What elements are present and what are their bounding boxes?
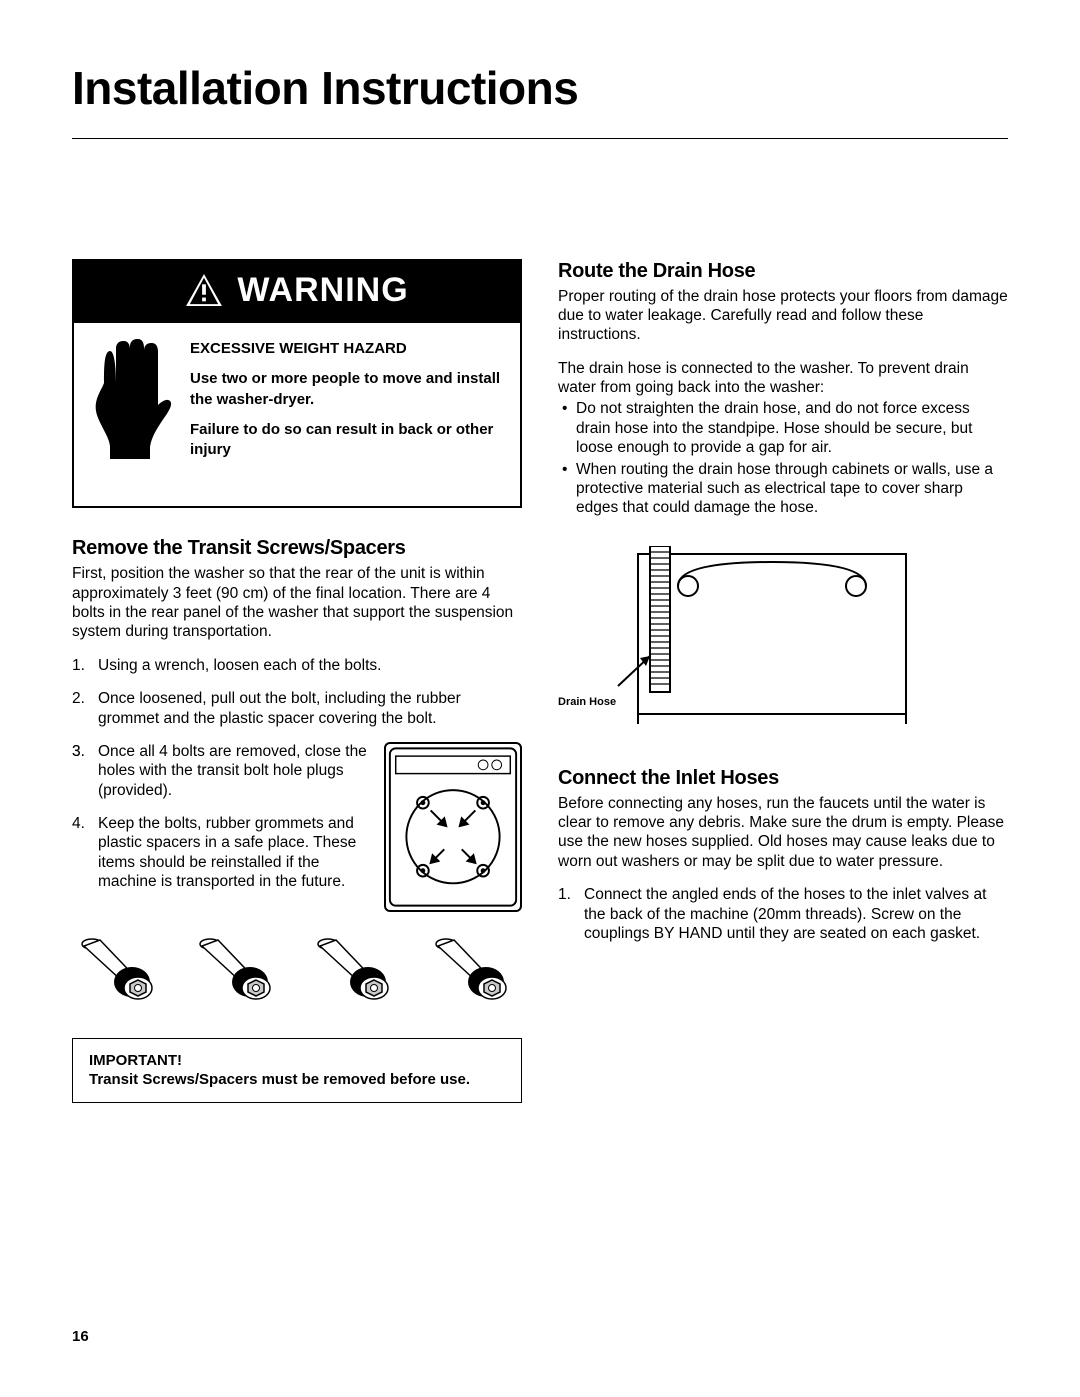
remove-step-1: Using a wrench, loosen each of the bolts…	[72, 656, 522, 675]
transit-bolts-figure	[72, 926, 522, 1016]
content-columns: WARNING EXCESSIVE WEIGHT HAZARD Use two …	[72, 259, 1008, 1103]
important-title: IMPORTANT!	[89, 1051, 505, 1071]
page-number: 16	[72, 1328, 89, 1347]
bolt-icon	[308, 926, 404, 1016]
right-column: Route the Drain Hose Proper routing of t…	[558, 259, 1008, 1103]
warning-text: EXCESSIVE WEIGHT HAZARD Use two or more …	[190, 339, 506, 470]
route-bullets: Do not straighten the drain hose, and do…	[558, 399, 1008, 517]
remove-step-2: Once loosened, pull out the bolt, includ…	[72, 689, 522, 728]
drain-hose-figure: Drain Hose	[558, 546, 1008, 726]
route-bullet-2: When routing the drain hose through cabi…	[558, 460, 1008, 518]
bolt-icon	[426, 926, 522, 1016]
warning-header-text: WARNING	[237, 269, 408, 312]
hand-icon	[88, 339, 174, 459]
heading-route-drain: Route the Drain Hose	[558, 259, 1008, 284]
connect-step-1: Connect the angled ends of the hoses to …	[558, 885, 1008, 943]
bolt-icon	[190, 926, 286, 1016]
left-column: WARNING EXCESSIVE WEIGHT HAZARD Use two …	[72, 259, 522, 1103]
warning-header: WARNING	[74, 261, 520, 324]
remove-intro: First, position the washer so that the r…	[72, 564, 522, 642]
hazard-line1: Use two or more people to move and insta…	[190, 369, 506, 410]
warning-body: EXCESSIVE WEIGHT HAZARD Use two or more …	[74, 323, 520, 506]
remove-step-3: Once all 4 bolts are removed, close the …	[98, 743, 367, 799]
remove-steps: Using a wrench, loosen each of the bolts…	[72, 656, 522, 912]
route-p1: Proper routing of the drain hose protect…	[558, 287, 1008, 345]
heading-connect-inlet: Connect the Inlet Hoses	[558, 766, 1008, 791]
warning-triangle-icon	[185, 273, 223, 307]
drain-hose-diagram	[578, 546, 908, 726]
warning-box: WARNING EXCESSIVE WEIGHT HAZARD Use two …	[72, 259, 522, 509]
drain-hose-label: Drain Hose	[558, 696, 616, 710]
remove-step-3-4-wrap: 3. Once all 4 bolts are removed, close t…	[72, 742, 522, 912]
route-p2: The drain hose is connected to the washe…	[558, 359, 1008, 398]
important-box: IMPORTANT! Transit Screws/Spacers must b…	[72, 1038, 522, 1103]
washer-rear-diagram	[384, 742, 522, 912]
remove-step-4: Keep the bolts, rubber grommets and plas…	[98, 815, 356, 890]
bolt-icon	[72, 926, 168, 1016]
connect-p1: Before connecting any hoses, run the fau…	[558, 794, 1008, 872]
page-title: Installation Instructions	[72, 60, 1008, 139]
important-text: Transit Screws/Spacers must be removed b…	[89, 1070, 505, 1090]
hazard-title: EXCESSIVE WEIGHT HAZARD	[190, 339, 506, 359]
heading-remove-transit: Remove the Transit Screws/Spacers	[72, 536, 522, 561]
hazard-line2: Failure to do so can result in back or o…	[190, 420, 506, 461]
route-bullet-1: Do not straighten the drain hose, and do…	[558, 399, 1008, 457]
connect-steps: Connect the angled ends of the hoses to …	[558, 885, 1008, 943]
